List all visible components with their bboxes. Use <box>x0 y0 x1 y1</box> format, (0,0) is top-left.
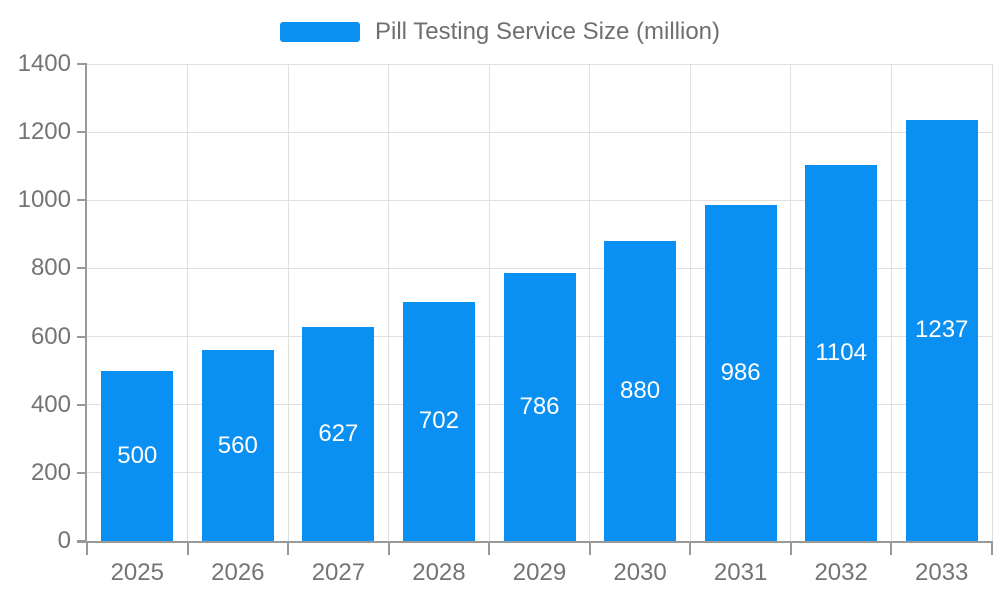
x-axis-label: 2028 <box>412 559 466 586</box>
x-axis-tick <box>890 541 893 555</box>
y-axis-line <box>85 64 87 543</box>
y-axis-tick <box>77 335 87 338</box>
y-axis-label: 800 <box>30 254 71 282</box>
gridline-vertical <box>689 64 691 541</box>
gridline-vertical <box>991 64 993 541</box>
bar-value-label: 1104 <box>815 338 867 366</box>
y-axis-label: 200 <box>30 458 71 486</box>
x-axis-tick <box>287 541 290 555</box>
gridline-vertical <box>488 64 490 541</box>
x-axis-tick <box>689 541 692 555</box>
gridline-vertical <box>790 64 792 541</box>
legend[interactable]: Pill Testing Service Size (million) <box>0 18 1000 46</box>
bar-value-label: 786 <box>519 393 560 421</box>
gridline-vertical <box>187 64 189 541</box>
y-axis-tick <box>77 471 87 474</box>
bar[interactable] <box>604 241 677 541</box>
y-axis-tick <box>77 403 87 406</box>
y-axis-tick <box>77 63 87 65</box>
bar[interactable] <box>704 205 777 541</box>
bar-value-label: 702 <box>418 407 459 435</box>
bar[interactable] <box>905 119 978 541</box>
y-axis-label: 400 <box>30 390 71 418</box>
legend-label: Pill Testing Service Size (million) <box>375 18 720 45</box>
x-axis-tick <box>387 541 390 555</box>
bar[interactable] <box>805 164 878 541</box>
gridline-vertical <box>890 64 892 541</box>
y-axis-label: 1200 <box>17 118 71 146</box>
bar[interactable] <box>302 327 375 541</box>
bar[interactable] <box>101 370 174 541</box>
x-axis-label: 2033 <box>915 559 969 586</box>
bar-value-label: 986 <box>720 359 761 387</box>
x-axis-tick <box>991 541 993 555</box>
x-axis-tick <box>789 541 792 555</box>
x-axis-tick <box>186 541 189 555</box>
y-axis-tick <box>77 540 87 542</box>
gridline-vertical <box>589 64 591 541</box>
x-axis-tick <box>86 541 88 555</box>
x-axis-label: 2030 <box>613 559 667 586</box>
bar[interactable] <box>201 350 274 541</box>
gridline-horizontal <box>87 267 992 269</box>
bar[interactable] <box>503 273 576 541</box>
x-axis-line <box>77 541 992 543</box>
gridline-vertical <box>287 64 289 541</box>
bar-value-label: 500 <box>117 441 158 469</box>
legend-swatch <box>280 22 360 42</box>
y-axis-label: 600 <box>30 322 71 350</box>
x-axis-tick <box>488 541 491 555</box>
x-axis-label: 2026 <box>211 559 265 586</box>
x-axis-label: 2031 <box>713 559 768 586</box>
x-axis-tick <box>588 541 591 555</box>
y-axis-tick <box>77 131 87 134</box>
x-axis-label: 2025 <box>110 559 164 586</box>
x-axis-label: 2032 <box>814 559 868 586</box>
bar-value-label: 560 <box>217 431 258 459</box>
y-axis-tick <box>77 199 87 202</box>
gridline-horizontal <box>87 199 992 201</box>
x-axis-label: 2029 <box>512 559 567 586</box>
bar-value-label: 1237 <box>915 316 969 344</box>
x-axis-label: 2027 <box>311 559 366 586</box>
y-axis-label: 0 <box>57 527 71 554</box>
gridline-horizontal <box>87 131 992 133</box>
bar-value-label: 627 <box>318 420 359 448</box>
gridline-horizontal <box>87 63 992 65</box>
y-axis-tick <box>77 267 87 270</box>
y-axis-label: 1000 <box>17 186 71 214</box>
bar-value-label: 880 <box>620 377 661 405</box>
y-axis-label: 1400 <box>17 50 71 77</box>
bar[interactable] <box>402 301 475 541</box>
gridline-vertical <box>388 64 390 541</box>
